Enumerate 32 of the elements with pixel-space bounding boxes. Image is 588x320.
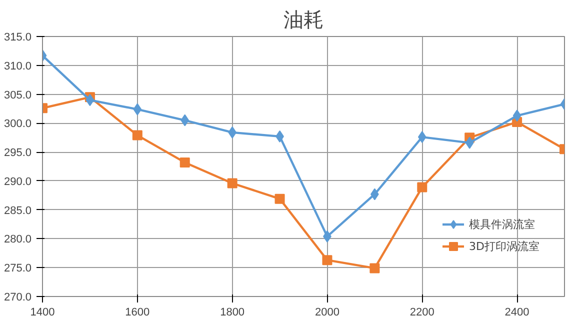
- point: [512, 110, 522, 122]
- point: [227, 178, 238, 188]
- point: [322, 255, 332, 266]
- legend-label: 模具件涡流室: [469, 216, 535, 232]
- point: [133, 103, 142, 116]
- y-tick-label: 280.0: [4, 234, 32, 246]
- y-tick-label: 285.0: [4, 204, 32, 217]
- y-tick-label: 300.0: [4, 118, 32, 130]
- point: [86, 94, 94, 106]
- legend-label: 3D打印涡流室: [469, 238, 540, 254]
- chart-title: 油耗: [284, 8, 324, 32]
- point: [180, 157, 190, 168]
- point: [274, 194, 285, 204]
- x-tick-label: 2200: [410, 306, 434, 318]
- y-tick-label: 275.0: [4, 262, 32, 275]
- x-tick-label: 2000: [314, 306, 340, 318]
- y-tick-label: 270.0: [4, 292, 32, 304]
- x-tick-label: 1800: [220, 306, 245, 318]
- y-tick-label: 310.0: [4, 60, 32, 72]
- y-tick-label: 290.0: [4, 176, 32, 188]
- x-tick-label: 1400: [30, 306, 55, 318]
- point: [132, 130, 142, 140]
- point: [417, 182, 428, 192]
- y-tick-label: 305.0: [4, 89, 32, 102]
- y-tick-label: 295.0: [4, 147, 32, 160]
- x-tick-label: 1600: [125, 306, 150, 318]
- point: [418, 131, 426, 144]
- point: [370, 263, 380, 274]
- y-tick-label: 315.0: [4, 32, 32, 44]
- point: [465, 136, 474, 149]
- point: [180, 114, 190, 126]
- x-tick-label: 2400: [504, 306, 530, 318]
